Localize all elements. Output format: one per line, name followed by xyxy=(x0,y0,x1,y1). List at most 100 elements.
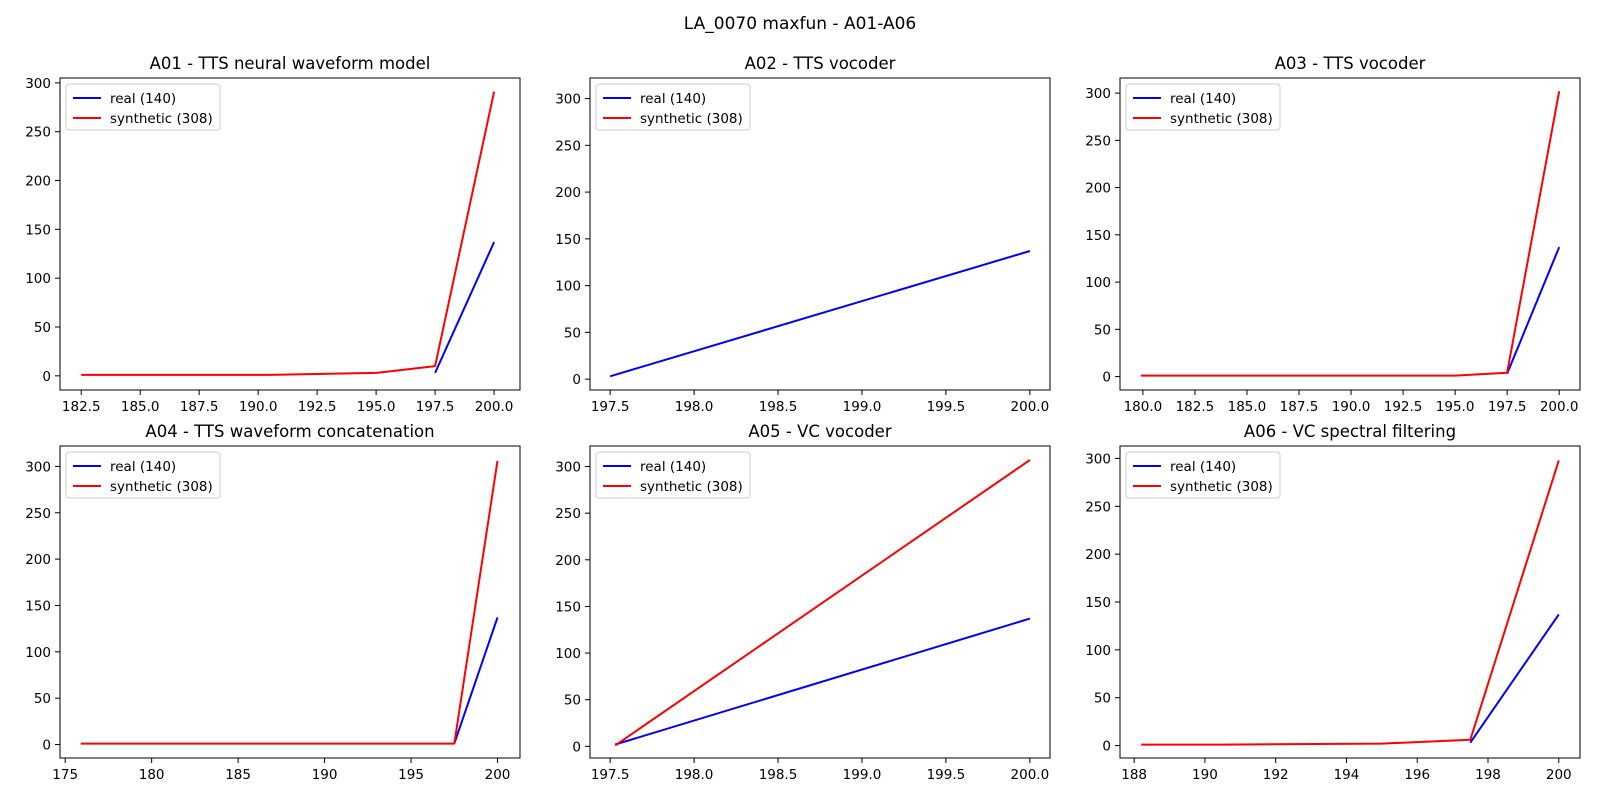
legend: real (140) synthetic (308) xyxy=(1125,83,1281,131)
y-tick-label: 0 xyxy=(1102,739,1111,755)
x-tick-label: 200 xyxy=(1546,767,1572,783)
x-tick-label: 197.5 xyxy=(591,399,630,415)
legend-label: real (140) xyxy=(640,459,706,475)
series-line-real xyxy=(1506,246,1561,375)
y-tick-label: 0 xyxy=(572,372,581,388)
x-tick-label: 195.0 xyxy=(357,399,396,415)
x-tick-label: 198.5 xyxy=(759,399,798,415)
axes-frame xyxy=(1119,445,1581,759)
panel-title: A05 - VC vocoder xyxy=(748,422,891,441)
y-tick-label: 150 xyxy=(555,232,581,248)
series-group xyxy=(609,250,1031,378)
x-tick-label: 200.0 xyxy=(1011,399,1050,415)
legend-box xyxy=(595,451,751,499)
legend-box xyxy=(65,451,221,499)
y-tick-label: 100 xyxy=(555,646,581,662)
legend-box xyxy=(1125,83,1281,131)
y-tick-label: 50 xyxy=(34,691,51,707)
legend-label: real (140) xyxy=(1170,459,1236,475)
x-tick-label: 199.0 xyxy=(843,399,882,415)
legend-label: synthetic (308) xyxy=(640,111,743,127)
y-tick-label: 300 xyxy=(555,92,581,108)
series-group xyxy=(614,459,1031,747)
series-group xyxy=(1141,460,1560,746)
legend-label: synthetic (308) xyxy=(110,111,213,127)
y-tick-label: 250 xyxy=(1085,499,1111,515)
y-tick-label: 150 xyxy=(25,222,51,238)
figure-title: LA_0070 maxfun - A01-A06 xyxy=(684,14,916,34)
y-tick-label: 100 xyxy=(555,279,581,295)
y-tick-label: 50 xyxy=(1094,691,1111,707)
x-tick-label: 196 xyxy=(1404,767,1430,783)
y-tick-label: 200 xyxy=(1085,547,1111,563)
legend: real (140) synthetic (308) xyxy=(1125,451,1281,499)
series-line-synthetic xyxy=(81,91,496,376)
y-tick-label: 150 xyxy=(25,598,51,614)
legend-box xyxy=(65,83,221,131)
series-group xyxy=(80,460,499,745)
panel-title: A01 - TTS neural waveform model xyxy=(150,54,431,73)
x-tick-label: 198.5 xyxy=(759,767,798,783)
x-tick-label: 195 xyxy=(398,767,424,783)
legend: real (140) synthetic (308) xyxy=(65,83,221,131)
legend-label: real (140) xyxy=(110,91,176,107)
y-tick-label: 0 xyxy=(1102,370,1111,386)
y-tick-label: 0 xyxy=(42,369,51,385)
y-tick-label: 150 xyxy=(1085,595,1111,611)
y-tick-label: 200 xyxy=(1085,181,1111,197)
y-tick-label: 300 xyxy=(1085,86,1111,102)
x-tick-label: 194 xyxy=(1334,767,1360,783)
series-line-synthetic xyxy=(1140,91,1561,377)
y-tick-label: 200 xyxy=(25,552,51,568)
y-tick-label: 200 xyxy=(555,553,581,569)
x-tick-label: 200 xyxy=(485,767,511,783)
x-tick-label: 192 xyxy=(1263,767,1289,783)
panels: A01 - TTS neural waveform model 182.5 185.… xyxy=(25,54,1581,783)
x-tick-label: 190.0 xyxy=(1332,399,1371,415)
x-tick-label: 185.0 xyxy=(121,399,160,415)
y-tick-label: 100 xyxy=(25,271,51,287)
x-tick-label: 200.0 xyxy=(1540,399,1579,415)
x-tick-label: 175 xyxy=(52,767,78,783)
x-tick-label: 180 xyxy=(139,767,165,783)
x-tick-label: 180.0 xyxy=(1124,399,1163,415)
y-tick-label: 100 xyxy=(1085,275,1111,291)
series-line-real xyxy=(453,617,499,744)
y-tick-label: 50 xyxy=(564,325,581,341)
chart-panel-1: A01 - TTS neural waveform model 182.5 185.… xyxy=(25,54,521,415)
x-tick-label: 200.0 xyxy=(1011,767,1050,783)
x-tick-label: 198.0 xyxy=(675,399,714,415)
panel-title: A02 - TTS vocoder xyxy=(745,54,896,73)
y-tick-label: 0 xyxy=(42,738,51,754)
legend-box xyxy=(1125,451,1281,499)
legend-label: real (140) xyxy=(640,91,706,107)
y-tick-label: 50 xyxy=(564,693,581,709)
legend-label: synthetic (308) xyxy=(1170,111,1273,127)
x-tick-label: 197.5 xyxy=(416,399,455,415)
x-tick-label: 199.5 xyxy=(927,399,966,415)
axes-frame xyxy=(59,445,521,759)
panel-title: A06 - VC spectral filtering xyxy=(1244,422,1456,441)
x-tick-label: 199.5 xyxy=(927,767,966,783)
y-tick-label: 100 xyxy=(25,645,51,661)
series-line-synthetic xyxy=(614,459,1031,747)
legend: real (140) synthetic (308) xyxy=(65,451,221,499)
x-tick-label: 192.5 xyxy=(1384,399,1423,415)
y-tick-label: 0 xyxy=(572,739,581,755)
series-line-synthetic xyxy=(80,460,499,745)
chart-panel-3: A03 - TTS vocoder 180.0 182.5 185.0 187.5 190… xyxy=(1085,54,1581,415)
x-tick-label: 185.0 xyxy=(1228,399,1267,415)
axes-frame xyxy=(589,77,1051,391)
y-tick-label: 150 xyxy=(1085,228,1111,244)
chart-panel-5: A05 - VC vocoder 197.5 198.0 198.5 199.0 199.… xyxy=(555,422,1051,783)
x-tick-label: 187.5 xyxy=(180,399,219,415)
chart-panel-4: A04 - TTS waveform concatenation 175 180 18… xyxy=(25,422,521,783)
y-tick-label: 200 xyxy=(25,174,51,190)
x-tick-label: 197.5 xyxy=(1488,399,1527,415)
series-line-real xyxy=(434,241,496,374)
y-tick-label: 300 xyxy=(1085,451,1111,467)
y-tick-label: 250 xyxy=(25,506,51,522)
y-tick-label: 250 xyxy=(555,138,581,154)
x-tick-label: 200.0 xyxy=(475,399,514,415)
legend-label: real (140) xyxy=(110,459,176,475)
